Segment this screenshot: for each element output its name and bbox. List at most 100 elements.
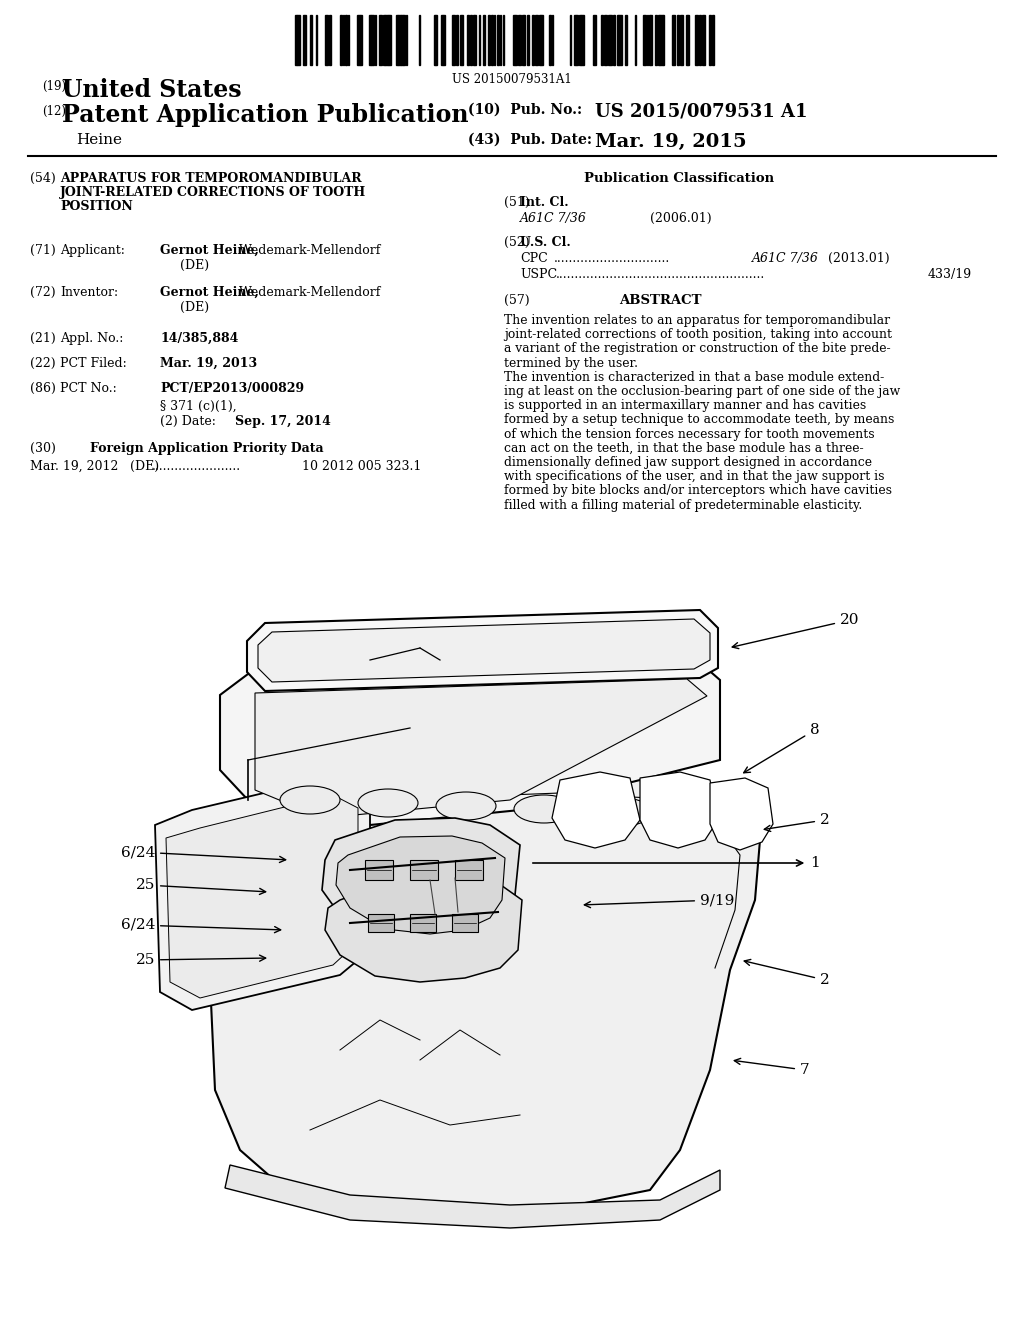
Text: United States: United States — [62, 78, 242, 102]
Polygon shape — [640, 772, 718, 847]
Text: 433/19: 433/19 — [928, 268, 972, 281]
Text: Inventor:: Inventor: — [60, 286, 118, 300]
Bar — [712, 15, 714, 65]
Bar — [379, 15, 382, 65]
Bar — [532, 15, 534, 65]
Bar — [655, 15, 657, 65]
Text: 6/24: 6/24 — [121, 845, 286, 862]
Text: (21): (21) — [30, 333, 55, 345]
Text: Mar. 19, 2013: Mar. 19, 2013 — [160, 356, 257, 370]
Text: (72): (72) — [30, 286, 55, 300]
Bar — [618, 15, 622, 65]
Bar — [574, 15, 575, 65]
Text: Gernot Heine,: Gernot Heine, — [160, 244, 259, 257]
Bar — [467, 15, 469, 65]
Text: 2: 2 — [764, 813, 829, 832]
Bar — [709, 15, 711, 65]
Text: USPC: USPC — [520, 268, 557, 281]
Bar — [365, 861, 393, 880]
Bar — [695, 15, 698, 65]
Text: Patent Application Publication: Patent Application Publication — [62, 103, 469, 127]
Text: ..............................: .............................. — [554, 252, 671, 265]
Polygon shape — [552, 772, 640, 847]
Text: joint-related corrections of tooth position, taking into account: joint-related corrections of tooth posit… — [504, 329, 892, 341]
Text: Foreign Application Priority Data: Foreign Application Priority Data — [90, 442, 324, 455]
Polygon shape — [325, 876, 522, 982]
Text: (22): (22) — [30, 356, 55, 370]
Bar — [357, 15, 360, 65]
Bar — [383, 15, 385, 65]
Text: Wedemark-Mellendorf: Wedemark-Mellendorf — [234, 244, 380, 257]
Bar — [455, 861, 483, 880]
Bar — [329, 15, 331, 65]
Bar — [368, 913, 394, 932]
Text: can act on the teeth, in that the base module has a three-: can act on the teeth, in that the base m… — [504, 442, 863, 455]
Bar — [443, 15, 445, 65]
Text: termined by the user.: termined by the user. — [504, 356, 638, 370]
Bar — [593, 15, 596, 65]
Text: JOINT-RELATED CORRECTIONS OF TOOTH: JOINT-RELATED CORRECTIONS OF TOOTH — [60, 186, 367, 199]
Text: 20: 20 — [732, 612, 859, 648]
Bar — [579, 15, 581, 65]
Bar — [610, 15, 612, 65]
Text: 7: 7 — [734, 1059, 810, 1077]
Text: 25: 25 — [135, 878, 265, 895]
Bar — [488, 15, 490, 65]
Polygon shape — [155, 775, 370, 1010]
Text: Appl. No.:: Appl. No.: — [60, 333, 123, 345]
Text: Applicant:: Applicant: — [60, 244, 125, 257]
Bar — [625, 15, 627, 65]
Polygon shape — [166, 795, 358, 998]
Text: with specifications of the user, and in that the jaw support is: with specifications of the user, and in … — [504, 470, 885, 483]
Text: Mar. 19, 2012: Mar. 19, 2012 — [30, 459, 119, 473]
Text: of which the tension forces necessary for tooth movements: of which the tension forces necessary fo… — [504, 428, 874, 441]
Bar — [650, 15, 652, 65]
Polygon shape — [710, 777, 773, 850]
Text: 10 2012 005 323.1: 10 2012 005 323.1 — [302, 459, 421, 473]
Text: (86): (86) — [30, 381, 56, 395]
Polygon shape — [220, 660, 720, 830]
Text: Wedemark-Mellendorf: Wedemark-Mellendorf — [234, 286, 380, 300]
Bar — [483, 15, 485, 65]
Bar — [295, 15, 297, 65]
Bar — [513, 15, 515, 65]
Bar — [535, 15, 538, 65]
Text: (19): (19) — [42, 81, 67, 92]
Text: (DE): (DE) — [130, 459, 159, 473]
Text: (30): (30) — [30, 442, 56, 455]
Text: POSITION: POSITION — [60, 201, 133, 213]
Text: (12): (12) — [42, 106, 66, 117]
Text: Int. Cl.: Int. Cl. — [520, 195, 568, 209]
Text: 1: 1 — [532, 855, 820, 870]
Ellipse shape — [358, 789, 418, 817]
Bar — [474, 15, 476, 65]
Text: (57): (57) — [504, 294, 529, 308]
Text: .......................: ....................... — [152, 459, 241, 473]
Polygon shape — [225, 1166, 720, 1228]
Bar — [403, 15, 406, 65]
Bar — [389, 15, 391, 65]
Text: 9/19: 9/19 — [585, 894, 734, 908]
Text: § 371 (c)(1),: § 371 (c)(1), — [160, 400, 237, 413]
Text: Sep. 17, 2014: Sep. 17, 2014 — [234, 414, 331, 428]
Text: a variant of the registration or construction of the bite prede-: a variant of the registration or constru… — [504, 342, 891, 355]
Bar — [452, 15, 455, 65]
Bar — [527, 15, 529, 65]
Bar — [310, 15, 312, 65]
Bar — [680, 15, 683, 65]
Bar — [410, 913, 436, 932]
Text: (43)  Pub. Date:: (43) Pub. Date: — [468, 133, 592, 147]
Text: PCT Filed:: PCT Filed: — [60, 356, 127, 370]
Bar — [369, 15, 371, 65]
Bar — [398, 15, 401, 65]
Text: 25: 25 — [135, 953, 265, 968]
Text: (10)  Pub. No.:: (10) Pub. No.: — [468, 103, 582, 117]
Text: (2013.01): (2013.01) — [828, 252, 890, 265]
Text: 2: 2 — [744, 960, 829, 987]
Text: filled with a filling material of predeterminable elasticity.: filled with a filling material of predet… — [504, 499, 862, 512]
Text: A61C 7/36: A61C 7/36 — [520, 213, 587, 224]
Text: The invention is characterized in that a base module extend-: The invention is characterized in that a… — [504, 371, 885, 384]
Bar — [677, 15, 679, 65]
Bar — [522, 15, 524, 65]
Bar — [401, 15, 403, 65]
